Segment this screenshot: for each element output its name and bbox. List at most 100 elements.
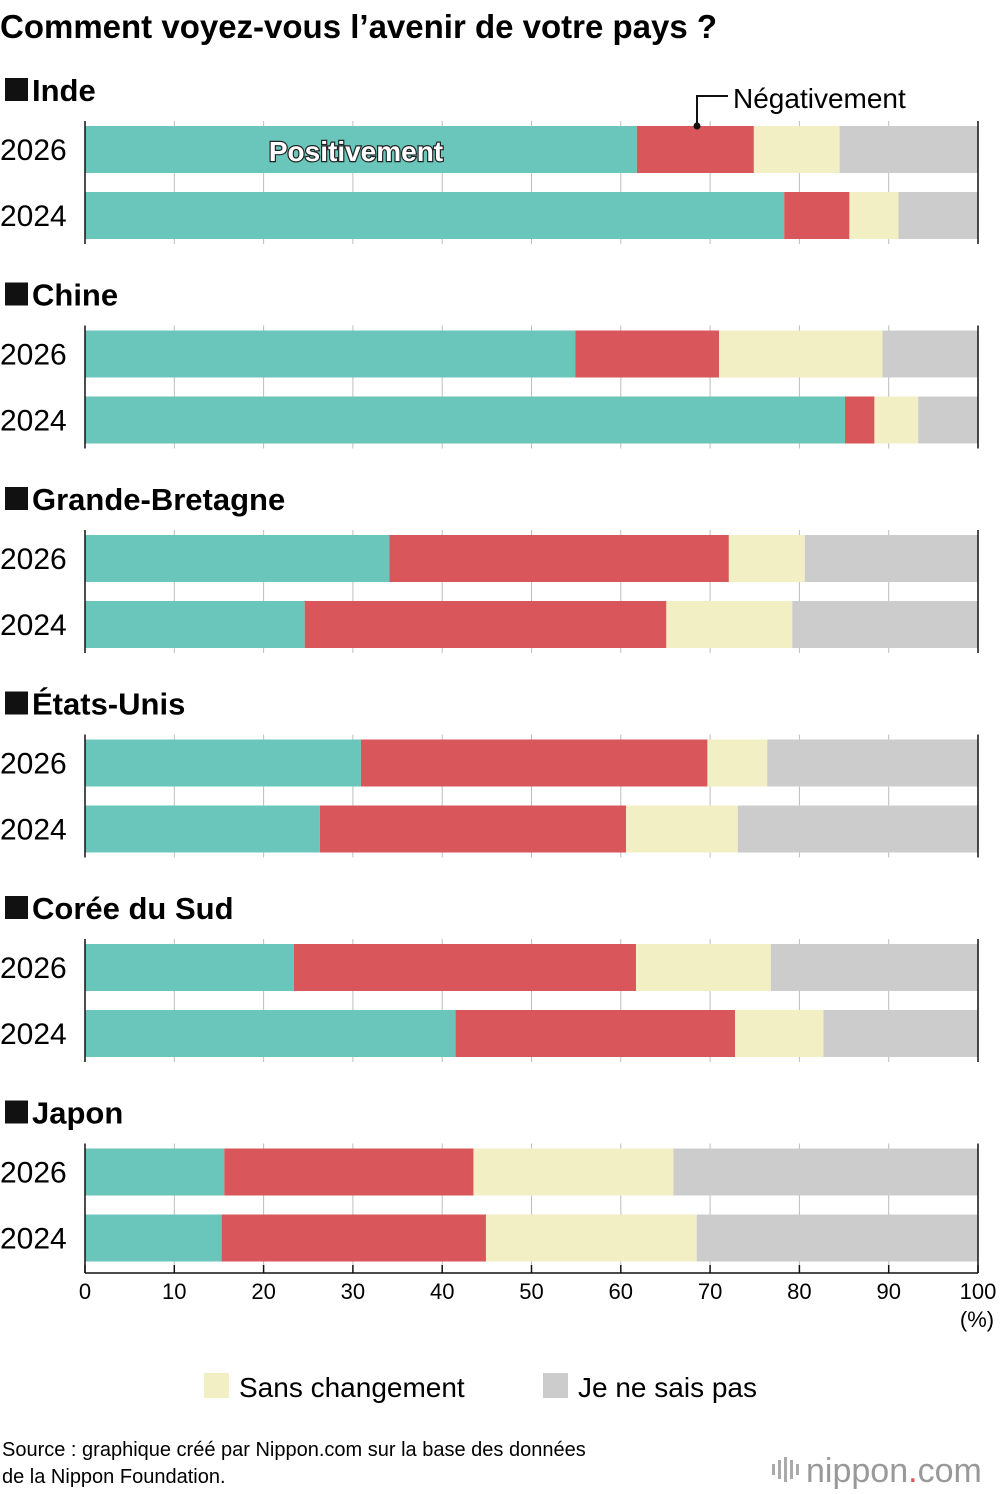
gridlines [173,121,979,1267]
chart-title: Comment voyez-vous l’avenir de votre pay… [0,8,717,45]
x-tick-label: 80 [787,1279,811,1304]
bar-segment-sans-changement [735,1010,824,1057]
bar-segment-sans-changement [728,535,805,582]
bar-segment-je-ne-sais-pas [804,535,978,582]
positive-series-label: Positivement [269,136,443,167]
country-label: Chine [32,278,118,313]
legend-swatch-je-ne-sais-pas [543,1373,568,1398]
x-tick-label: 10 [162,1279,186,1304]
x-axis: 0 10 20 30 40 50 60 70 80 90 100 (%) [79,121,996,1332]
year-label: 2026 [0,748,67,781]
bar-segment-positivement [85,330,576,378]
bar-segment-positivement [85,535,390,582]
bar-segment-je-ne-sais-pas [898,192,978,239]
bar-segment-je-ne-sais-pas [918,396,978,444]
negative-callout: Négativement [693,83,906,130]
bar-segment-je-ne-sais-pas [767,739,978,787]
bar-segment-sans-changement [635,944,771,991]
square-bullet-icon [5,691,28,715]
bar-segment-sans-changement [874,396,919,444]
group-chine: Chine 2026 2024 [0,278,978,444]
square-bullet-icon [5,896,28,919]
bar-segment-je-ne-sais-pas [882,330,978,378]
bar-segment-sans-changement [666,601,793,648]
x-tick-label: 90 [876,1279,900,1304]
bar-segment-je-ne-sais-pas [770,944,978,991]
nippon-logo: nippon.com [772,1452,982,1490]
x-axis-unit: (%) [960,1307,994,1332]
source-line-1: Source : graphique créé par Nippon.com s… [2,1439,586,1461]
bar-segment-positivement [85,126,637,173]
year-label: 2026 [0,952,67,985]
bar-segment-sans-changement [473,1148,674,1196]
x-tick-label: 0 [79,1279,91,1304]
year-label: 2026 [0,339,67,372]
year-label: 2024 [0,609,67,642]
legend: Sans changement Je ne sais pas [204,1372,757,1403]
group-etats-unis: États-Unis 2026 2024 [0,687,978,853]
bar-segment-negativement [636,126,754,173]
bar-segment-positivement [85,1148,225,1196]
bar-segment-negativement [293,944,636,991]
source-line-2: de la Nippon Foundation. [2,1466,226,1488]
group-coree-du-sud: Corée du Sud 2026 2024 [0,891,978,1057]
year-label: 2024 [0,814,67,847]
country-groups: Inde20262024Chine20262024Grande-Bretagne… [0,73,978,1262]
logo-mark-icon [772,1457,799,1482]
bar-segment-negativement [360,739,708,787]
year-label: 2024 [0,405,67,438]
x-tick-label: 30 [341,1279,365,1304]
year-label: 2024 [0,200,67,233]
year-label: 2026 [0,543,67,576]
bar-segment-je-ne-sais-pas [792,601,978,648]
x-tick-label: 100 [960,1279,997,1304]
bar-segment-sans-changement [707,739,768,787]
legend-label-sans-changement: Sans changement [239,1372,465,1403]
country-label: Corée du Sud [32,891,234,926]
square-bullet-icon [5,1100,28,1124]
country-label: Japon [32,1096,123,1131]
country-label: États-Unis [32,687,185,722]
bar-segment-je-ne-sais-pas [696,1214,978,1262]
country-label: Inde [32,73,96,108]
bar-segment-positivement [85,739,361,787]
bar-segment-positivement [85,396,845,444]
square-bullet-icon [5,78,28,101]
bar-segment-negativement [224,1148,474,1196]
bar-segment-positivement [85,944,294,991]
bar-segment-positivement [85,601,305,648]
bar-segment-negativement [455,1010,736,1057]
bar-segment-sans-changement [485,1214,697,1262]
x-tick-label: 40 [430,1279,454,1304]
brand-wordmark: nippon.com [806,1452,982,1490]
year-label: 2026 [0,134,67,167]
bar-segment-negativement [784,192,850,239]
x-tick-label: 70 [698,1279,722,1304]
bar-segment-positivement [85,805,320,853]
bar-segment-negativement [319,805,627,853]
bar-segment-positivement [85,192,785,239]
bar-segment-sans-changement [849,192,899,239]
bar-segment-je-ne-sais-pas [823,1010,978,1057]
negative-series-label: Négativement [733,83,906,114]
bar-segment-negativement [389,535,729,582]
bar-segment-negativement [844,396,875,444]
square-bullet-icon [5,487,28,510]
bar-segment-je-ne-sais-pas [737,805,978,853]
legend-label-je-ne-sais-pas: Je ne sais pas [578,1372,757,1403]
bar-segment-je-ne-sais-pas [673,1148,978,1196]
bar-segment-positivement [85,1214,222,1262]
group-grande-bretagne: Grande-Bretagne 2026 2024 [0,482,978,648]
bar-segment-negativement [221,1214,486,1262]
group-inde: Inde 2026 2024 [0,73,978,239]
square-bullet-icon [5,282,28,306]
bar-segment-negativement [575,330,720,378]
bar-segment-sans-changement [719,330,883,378]
bar-segment-sans-changement [626,805,738,853]
bar-segment-positivement [85,1010,456,1057]
group-japon: Japon 2026 2024 [0,1096,978,1262]
country-label: Grande-Bretagne [32,482,285,517]
year-label: 2024 [0,1223,67,1256]
callout-dot [693,122,701,130]
